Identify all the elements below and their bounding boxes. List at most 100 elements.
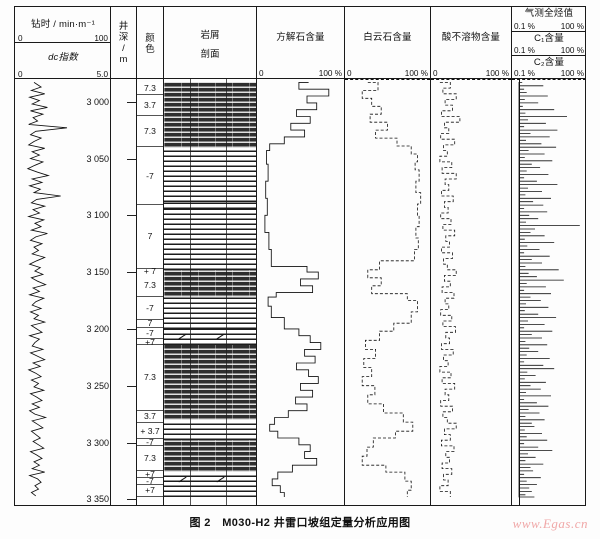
header-dc-index-title: dc指数 bbox=[48, 51, 78, 63]
lithology-slash-mark bbox=[178, 333, 187, 340]
color-cell: -7 bbox=[137, 297, 163, 320]
header-gas-total-scale: 0.1 % 100 % bbox=[512, 19, 586, 31]
gas-c2-scale-max: 100 % bbox=[560, 69, 584, 78]
curve-path bbox=[26, 82, 68, 497]
depth-tick bbox=[127, 442, 136, 444]
color-cell: 7.3 bbox=[137, 116, 163, 148]
depth-tick bbox=[127, 272, 136, 274]
log-table-frame bbox=[14, 6, 586, 506]
color-cell: +7 bbox=[137, 484, 163, 498]
color-title-l2: 色 bbox=[145, 44, 155, 55]
header-drill-time-title: 钻时 / min·m⁻¹ bbox=[31, 18, 95, 30]
lith-title-l2: 剖面 bbox=[200, 49, 220, 60]
header-dolomite-scale: 0 100 % bbox=[345, 64, 430, 78]
header-dolomite-title: 白云石含量 bbox=[363, 31, 412, 43]
gas-curve-path bbox=[518, 82, 580, 498]
header-drill-time-scale: 0 100 bbox=[16, 30, 110, 43]
divider-lith-left bbox=[163, 6, 165, 506]
gas-curve bbox=[518, 82, 580, 498]
gas-total-scale-max: 100 % bbox=[560, 22, 584, 31]
depth-tick bbox=[127, 215, 136, 217]
color-cell: 3.7 bbox=[137, 410, 163, 424]
header-calcite-scale: 0 100 % bbox=[257, 64, 344, 78]
gas-c1-scale-max: 100 % bbox=[560, 46, 584, 55]
track-insoluble bbox=[431, 79, 511, 505]
gas-c1-scale-min: 0.1 % bbox=[514, 46, 535, 55]
divider-calcite-left bbox=[256, 6, 258, 506]
depth-title-l2: 深 bbox=[118, 31, 129, 43]
drill-time-scale-max: 100 bbox=[94, 34, 108, 43]
color-cell: 7.3 bbox=[137, 82, 163, 95]
color-cell: 7 bbox=[137, 205, 163, 269]
dolomite-scale-min: 0 bbox=[347, 69, 352, 78]
lithology-block bbox=[164, 328, 256, 345]
header-gas-c1-scale: 0.1 % 100 % bbox=[512, 43, 586, 55]
gas-baseline bbox=[519, 79, 521, 505]
lithology-block bbox=[164, 472, 256, 498]
drill-time-scale-min: 0 bbox=[18, 34, 23, 43]
lithology-slash-mark bbox=[178, 476, 187, 483]
gas-top-dashline bbox=[512, 79, 586, 80]
color-cell: 3.7 bbox=[137, 94, 163, 117]
gas-total-scale-min: 0.1 % bbox=[514, 22, 535, 31]
color-cell: +7 bbox=[137, 337, 163, 347]
depth-title-l3: / bbox=[122, 43, 125, 54]
header-gas-c2-title: C₂含量 bbox=[533, 56, 565, 68]
figure-caption: 图 2 M030-H2 井雷口坡组定量分析应用图 bbox=[189, 517, 411, 529]
header-insoluble-scale: 0 100 % bbox=[431, 64, 511, 78]
color-cell: 7 bbox=[137, 318, 163, 328]
color-cell: 7.3 bbox=[137, 445, 163, 471]
gas-c2-scale-min: 0.1 % bbox=[514, 69, 535, 78]
header-calcite-title: 方解石含量 bbox=[276, 31, 325, 43]
hdr-rule-gas2 bbox=[511, 55, 586, 57]
insoluble-scale-min: 0 bbox=[433, 69, 438, 78]
hdr-rule-bottom bbox=[15, 78, 586, 80]
track-drill-time bbox=[15, 79, 110, 505]
divider-depth-left bbox=[110, 6, 112, 506]
depth-label: 3 200 bbox=[86, 323, 109, 334]
header-gas-c1-title: C₁含量 bbox=[534, 32, 564, 44]
color-cell: -7 bbox=[137, 327, 163, 340]
depth-title-l1: 井 bbox=[118, 20, 129, 32]
dolomite-curve bbox=[361, 82, 422, 497]
drill-time-curve bbox=[26, 82, 68, 497]
insoluble-curve bbox=[439, 82, 461, 497]
color-cell: -7 bbox=[137, 437, 163, 447]
depth-tick bbox=[127, 385, 136, 387]
color-cell: +7 bbox=[137, 469, 163, 479]
curve-path bbox=[439, 82, 461, 497]
divider-gas-left bbox=[511, 6, 513, 506]
color-cell: 7.3 bbox=[137, 344, 163, 411]
depth-label: 3 100 bbox=[86, 210, 109, 221]
track-dolomite bbox=[345, 79, 430, 505]
color-cell: + 7 bbox=[137, 266, 163, 276]
header-color-title: 颜 色 bbox=[137, 20, 163, 68]
track-gas bbox=[512, 79, 586, 505]
calcite-scale-min: 0 bbox=[259, 69, 264, 78]
curve-path bbox=[264, 81, 330, 497]
divider-insoluble-left bbox=[430, 6, 432, 506]
lithology-block bbox=[164, 297, 256, 329]
depth-label: 3 300 bbox=[86, 437, 109, 448]
divider-dolomite-left bbox=[344, 6, 346, 506]
lith-title-l1: 岩屑 bbox=[200, 29, 220, 41]
depth-label: 3 250 bbox=[86, 380, 109, 391]
insoluble-scale-max: 100 % bbox=[485, 69, 509, 78]
lithology-block bbox=[164, 419, 256, 441]
dolomite-top-dashline bbox=[345, 79, 430, 80]
watermark-text: www.Egas.cn bbox=[512, 516, 588, 531]
track-calcite bbox=[257, 79, 344, 505]
track-lithology bbox=[164, 79, 256, 505]
calcite-curve bbox=[264, 81, 330, 497]
lith-guide-line-2 bbox=[226, 79, 227, 505]
depth-title-l4: m bbox=[119, 54, 128, 66]
depth-label: 3 150 bbox=[86, 267, 109, 278]
header-lithology-title: 岩屑 剖面 bbox=[164, 20, 256, 70]
color-cell: -7 bbox=[137, 147, 163, 206]
lithology-block bbox=[164, 344, 256, 420]
header-insoluble-title: 酸不溶物含量 bbox=[441, 31, 501, 43]
track-color: 7.3 3.7 7.3 -7 7 + 7 7.3 -7 7 -7 +7 7.3 3.7 + 3.7 -7 7.… bbox=[137, 79, 163, 505]
lithology-block bbox=[164, 148, 256, 202]
color-cell: + 3.7 bbox=[137, 423, 163, 440]
